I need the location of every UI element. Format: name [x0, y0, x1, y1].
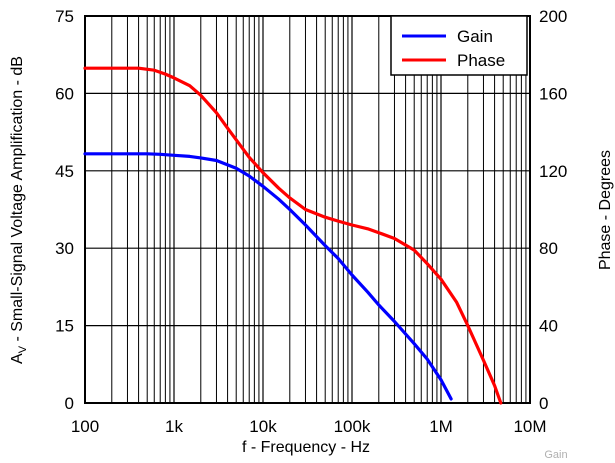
left-axis-label: AV - Small-Signal Voltage Amplification …: [9, 56, 29, 364]
left-y-tick-label: 60: [55, 84, 74, 103]
right-y-tick-label: 200: [539, 7, 567, 26]
x-tick-label: 10M: [513, 417, 546, 436]
right-y-tick-label: 0: [539, 394, 548, 413]
x-tick-label: 100: [71, 417, 99, 436]
left-axis-tick-labels: 0 15 30 45 60 75: [55, 7, 74, 413]
right-y-tick-label: 80: [539, 239, 558, 258]
right-axis-tick-labels: 0 40 80 120 160 200: [539, 7, 567, 413]
series-phase-line: [83, 66, 503, 405]
left-axis-label-main: A: [9, 353, 26, 364]
left-y-tick-label: 0: [65, 394, 74, 413]
x-axis-tick-labels: 100 1k 10k 100k 1M 10M: [71, 417, 547, 436]
right-axis-label: Phase - Degrees: [597, 150, 614, 270]
x-tick-label: 10k: [249, 417, 277, 436]
legend: Gain Phase: [390, 15, 528, 76]
series-gain-line: [83, 152, 453, 401]
series-layer: [83, 66, 503, 405]
plot-area-frame: [84, 15, 531, 404]
left-axis-label-subscript: V: [17, 345, 29, 353]
x-tick-label: 100k: [334, 417, 371, 436]
x-tick-label: 1M: [429, 417, 453, 436]
left-y-tick-label: 75: [55, 7, 74, 26]
legend-label-phase: Phase: [457, 51, 505, 70]
right-y-tick-label: 120: [539, 162, 567, 181]
legend-box: [390, 15, 528, 76]
legend-label-gain: Gain: [457, 27, 493, 46]
right-y-tick-label: 40: [539, 317, 558, 336]
left-axis-label-rest: - Small-Signal Voltage Amplification - d…: [9, 56, 26, 346]
x-tick-label: 1k: [165, 417, 183, 436]
left-y-tick-label: 15: [55, 317, 74, 336]
image-credit: Gain: [544, 449, 567, 461]
left-y-tick-label: 45: [55, 162, 74, 181]
right-y-tick-label: 160: [539, 84, 567, 103]
left-y-tick-label: 30: [55, 239, 74, 258]
x-axis-label: f - Frequency - Hz: [242, 439, 370, 456]
